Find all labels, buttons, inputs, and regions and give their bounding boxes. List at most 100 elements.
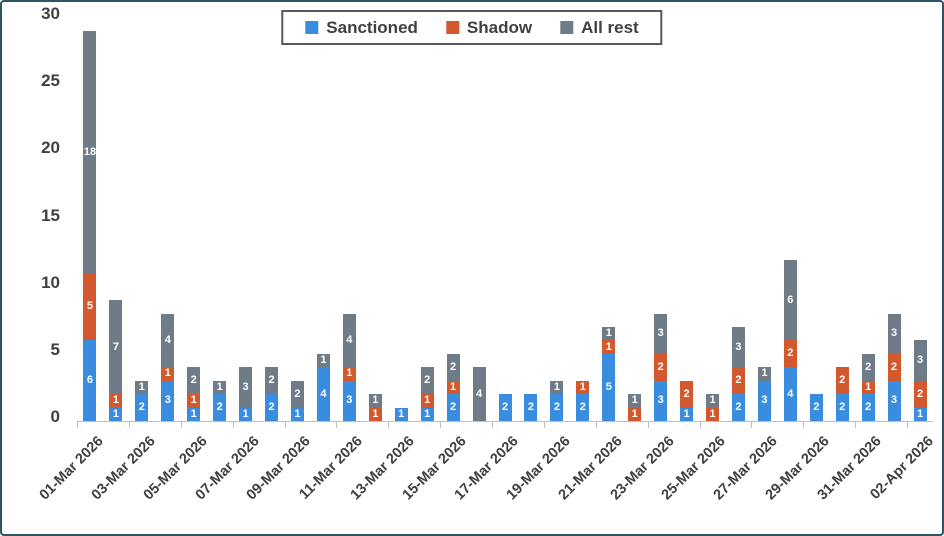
legend-swatch-sanctioned-icon: [305, 21, 319, 34]
bar-segment-shadow: 1: [187, 394, 201, 408]
bar-segment-shadow: 2: [680, 380, 694, 408]
bar-segment-shadow: 5: [83, 273, 97, 341]
bar-value-label: 1: [579, 380, 586, 393]
bar-value-label: 1: [424, 394, 431, 407]
bar-segment-all-rest: 2: [265, 367, 279, 395]
bar-segment-sanctioned: 2: [524, 394, 538, 421]
bar-segment-sanctioned: 1: [913, 407, 927, 421]
y-axis-tick-label: 30: [41, 4, 60, 23]
y-axis-tick-label: 25: [41, 71, 60, 91]
bar-value-label: 3: [164, 394, 171, 407]
bar-value-label: 2: [813, 401, 820, 414]
bar-value-label: 1: [631, 407, 638, 420]
bar-value-label: 1: [372, 394, 379, 407]
bar-value-label: 2: [294, 387, 301, 400]
bar-segment-shadow: 1: [861, 380, 875, 395]
x-axis-tick-mark: [751, 422, 753, 428]
legend-item-all-rest: All rest: [560, 19, 639, 36]
bar-value-label: 1: [190, 407, 197, 420]
bar-value-label: 1: [605, 340, 612, 353]
bar-segment-shadow: 2: [731, 367, 745, 395]
bar-value-label: 3: [242, 380, 249, 393]
bar-value-label: 2: [268, 374, 275, 387]
bar-value-label: 2: [839, 374, 846, 387]
bar-segment-all-rest: 2: [290, 380, 304, 408]
bar-segment-sanctioned: 2: [835, 394, 849, 421]
legend-item-sanctioned: Sanctioned: [305, 19, 418, 36]
bar-segment-all-rest: 3: [654, 313, 668, 354]
bar-segment-all-rest: 3: [731, 326, 745, 368]
bar-value-label: 2: [527, 401, 534, 414]
bar-value-label: 3: [657, 327, 664, 340]
bar-value-label: 6: [787, 293, 794, 306]
bar-value-label: 1: [346, 367, 353, 380]
bar-value-label: 2: [216, 401, 223, 414]
bar-value-label: 1: [553, 380, 560, 393]
bar-value-label: 2: [450, 401, 457, 414]
bar-segment-sanctioned: 2: [498, 394, 512, 421]
bar-value-label: 2: [865, 360, 872, 373]
bar-segment-all-rest: 1: [706, 394, 719, 408]
bar-segment-all-rest: 1: [757, 367, 771, 381]
bar-segment-shadow: 1: [420, 394, 434, 408]
bar-segment-all-rest: 1: [135, 380, 149, 395]
bar-segment-sanctioned: 2: [809, 394, 823, 421]
x-axis-tick-mark: [232, 422, 234, 428]
bar-value-label: 3: [761, 394, 768, 407]
bar-segment-all-rest: 7: [109, 300, 123, 395]
bar-value-label: 1: [294, 407, 301, 420]
bar-value-label: 1: [320, 354, 327, 367]
bar-value-label: 3: [891, 394, 898, 407]
bar-segment-all-rest: 1: [628, 394, 642, 408]
x-axis-tick-mark: [647, 422, 649, 428]
x-axis-tick-mark: [543, 422, 545, 428]
bar-segment-shadow: 2: [913, 380, 927, 408]
bar-segment-all-rest: 2: [187, 367, 201, 395]
bar-segment-shadow: 1: [446, 380, 460, 395]
bar-segment-all-rest: 1: [316, 353, 330, 368]
bar-segment-sanctioned: 5: [602, 353, 616, 421]
bar-segment-shadow: 1: [628, 407, 642, 421]
bar-value-label: 3: [346, 394, 353, 407]
bar-segment-sanctioned: 1: [420, 407, 434, 421]
bar-value-label: 4: [346, 333, 353, 346]
bar-segment-all-rest: 6: [783, 259, 797, 341]
bar-segment-sanctioned: 2: [550, 394, 564, 421]
bar-segment-sanctioned: 1: [109, 407, 123, 421]
bar-value-label: 1: [450, 380, 457, 393]
bar-value-label: 2: [138, 401, 145, 414]
bar-value-label: 1: [761, 367, 768, 380]
bar-segment-all-rest: 1: [602, 326, 616, 341]
bar-value-label: 2: [735, 401, 742, 414]
bar-value-label: 2: [839, 401, 846, 414]
bar-value-label: 2: [891, 360, 898, 373]
bar-segment-all-rest: 2: [420, 367, 434, 395]
bar-value-label: 1: [709, 394, 716, 407]
bar-segment-sanctioned: 2: [576, 394, 590, 421]
bar-segment-sanctioned: 2: [861, 394, 875, 421]
bar-segment-shadow: 2: [835, 367, 849, 395]
legend-swatch-shadow-icon: [445, 21, 459, 34]
bar-segment-shadow: 1: [342, 367, 356, 381]
legend-swatch-all-rest-icon: [560, 21, 574, 34]
bar-value-label: 2: [787, 347, 794, 360]
x-axis-tick-mark: [284, 422, 286, 428]
bar-segment-all-rest: 1: [550, 380, 564, 395]
bar-value-label: 1: [683, 407, 690, 420]
bar-value-label: 2: [268, 401, 275, 414]
bar-value-label: 2: [657, 360, 664, 373]
bar-value-label: 2: [916, 387, 924, 400]
bar-value-label: 1: [112, 394, 119, 407]
bar-value-label: 4: [475, 387, 483, 400]
bar-value-label: 6: [86, 374, 94, 387]
bar-segment-shadow: 2: [887, 353, 901, 381]
bar-value-label: 2: [501, 401, 509, 414]
bar-segment-sanctioned: 3: [887, 380, 901, 421]
bar-segment-sanctioned: 1: [290, 407, 304, 421]
bar-value-label: 1: [865, 380, 872, 393]
bar-value-label: 1: [916, 407, 924, 420]
bar-segment-sanctioned: 2: [446, 394, 460, 421]
legend-label-all-rest: All rest: [581, 18, 639, 37]
legend-item-shadow: Shadow: [445, 19, 532, 36]
